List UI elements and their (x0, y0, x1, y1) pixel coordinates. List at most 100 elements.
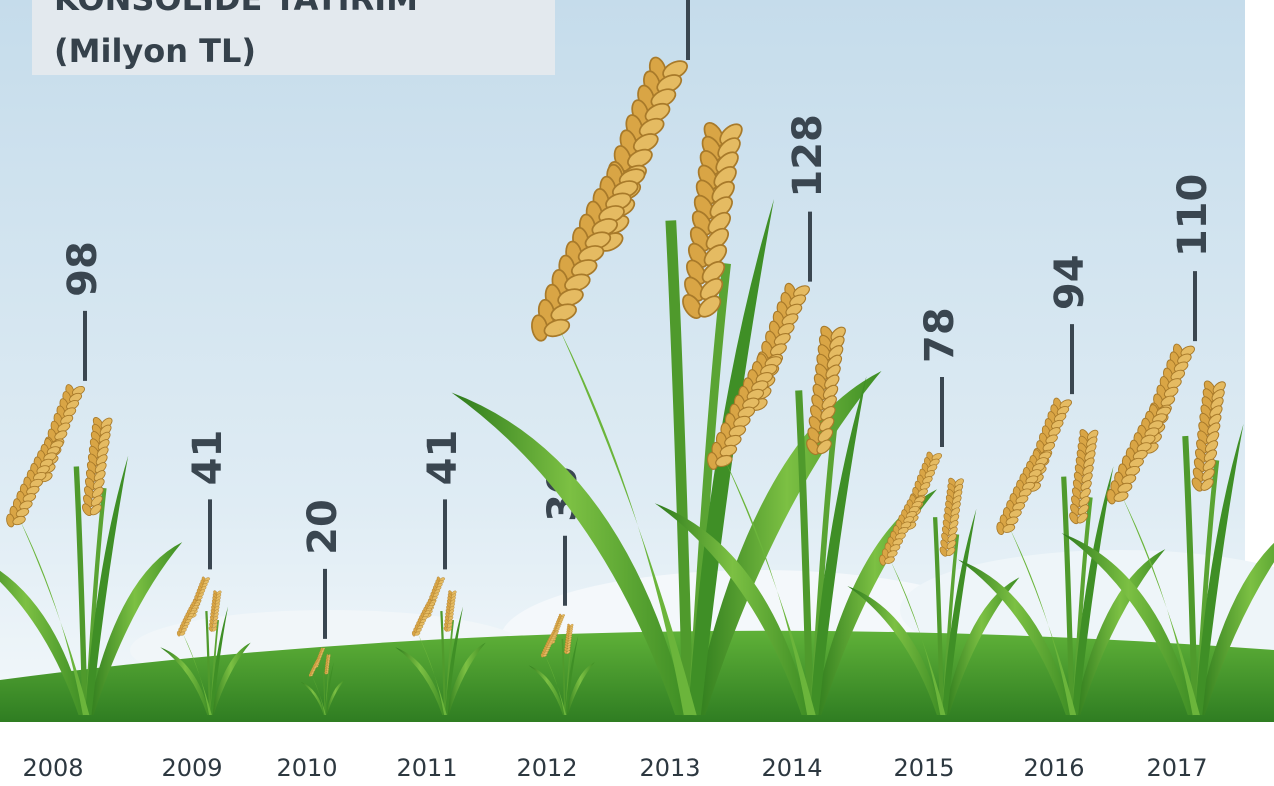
leaf (1009, 528, 1077, 715)
leaf (85, 455, 129, 715)
value-label: 20 (300, 499, 346, 555)
grain (212, 623, 218, 628)
x-tick-label: 2010 (276, 754, 337, 782)
x-tick-label: 2008 (22, 754, 83, 782)
leaf (943, 577, 1020, 715)
leaf (300, 681, 325, 715)
leaf (812, 489, 938, 715)
leaf (810, 376, 867, 715)
leaf (395, 647, 445, 715)
grain (567, 645, 571, 649)
leaf (565, 662, 595, 715)
leaf (565, 635, 579, 715)
grain (542, 654, 547, 657)
grain (82, 503, 93, 516)
value-label: 41 (420, 430, 466, 486)
grain (324, 671, 327, 675)
leaf (654, 503, 810, 715)
grain (816, 439, 832, 455)
grain (1113, 491, 1129, 502)
value-label: 94 (1047, 254, 1093, 310)
leaf (1195, 423, 1244, 715)
stalk (73, 466, 88, 716)
grain (715, 454, 733, 467)
x-tick-label: 2015 (893, 754, 954, 782)
grain (699, 277, 724, 301)
leaf (692, 371, 882, 715)
stalk (932, 517, 945, 716)
grain (326, 668, 329, 671)
grain (945, 547, 956, 557)
leaf (559, 327, 697, 715)
wheat-plant (300, 647, 345, 716)
stalk (440, 610, 447, 716)
leaf (325, 679, 345, 715)
leaf (528, 665, 565, 715)
grain (817, 428, 834, 443)
grain (1002, 524, 1016, 533)
leaf (1122, 496, 1200, 715)
value-label: 98 (60, 241, 106, 297)
grain (719, 444, 738, 457)
grain (310, 674, 313, 677)
wheat-plant (0, 384, 183, 716)
grain (566, 650, 571, 654)
leaf (1072, 466, 1114, 715)
wheat-plant (395, 576, 486, 716)
leaf (182, 633, 212, 715)
stalk (1061, 476, 1075, 716)
leaf (1197, 542, 1274, 715)
leaf (1074, 549, 1166, 715)
grain (1117, 482, 1133, 494)
grain (443, 626, 449, 632)
x-tick-label: 2012 (516, 754, 577, 782)
leaf (0, 570, 85, 715)
stalk (322, 664, 326, 716)
stalk (205, 610, 212, 716)
grain (1069, 512, 1079, 525)
grain (414, 631, 421, 636)
grain (947, 533, 957, 543)
grain (1203, 449, 1218, 462)
leaf (87, 542, 183, 715)
grain (627, 148, 653, 169)
grain (212, 626, 217, 632)
grain (566, 647, 571, 652)
leaf (890, 560, 946, 715)
leaf (445, 642, 486, 715)
grain (1042, 442, 1056, 452)
footer-band (0, 722, 1274, 786)
value-label: 78 (917, 307, 963, 363)
grain (550, 303, 577, 322)
grain (564, 650, 568, 655)
value-label: 41 (185, 430, 231, 486)
grain (447, 626, 452, 632)
x-tick-label: 2017 (1146, 754, 1207, 782)
grain (703, 244, 728, 267)
grain (179, 631, 186, 636)
stalk (561, 638, 566, 716)
leaf (445, 606, 464, 715)
grain (54, 430, 68, 441)
grain (447, 619, 453, 625)
grain (818, 416, 835, 432)
grain (212, 619, 218, 625)
grain (1201, 468, 1215, 482)
leaf (1061, 533, 1195, 715)
grain (447, 623, 453, 628)
grain (1200, 478, 1214, 491)
leaf (942, 508, 977, 715)
grain (1005, 516, 1019, 526)
x-tick-label: 2011 (396, 754, 457, 782)
grain (12, 515, 26, 526)
grain (820, 405, 836, 421)
wheat-plant (1061, 343, 1274, 716)
grain (939, 546, 948, 557)
grain (1079, 488, 1091, 499)
chart-subtitle: (Milyon TL) (54, 32, 256, 70)
grain (91, 486, 104, 498)
leaf (20, 520, 90, 715)
wheat-plant (528, 613, 595, 716)
grain (92, 478, 105, 490)
